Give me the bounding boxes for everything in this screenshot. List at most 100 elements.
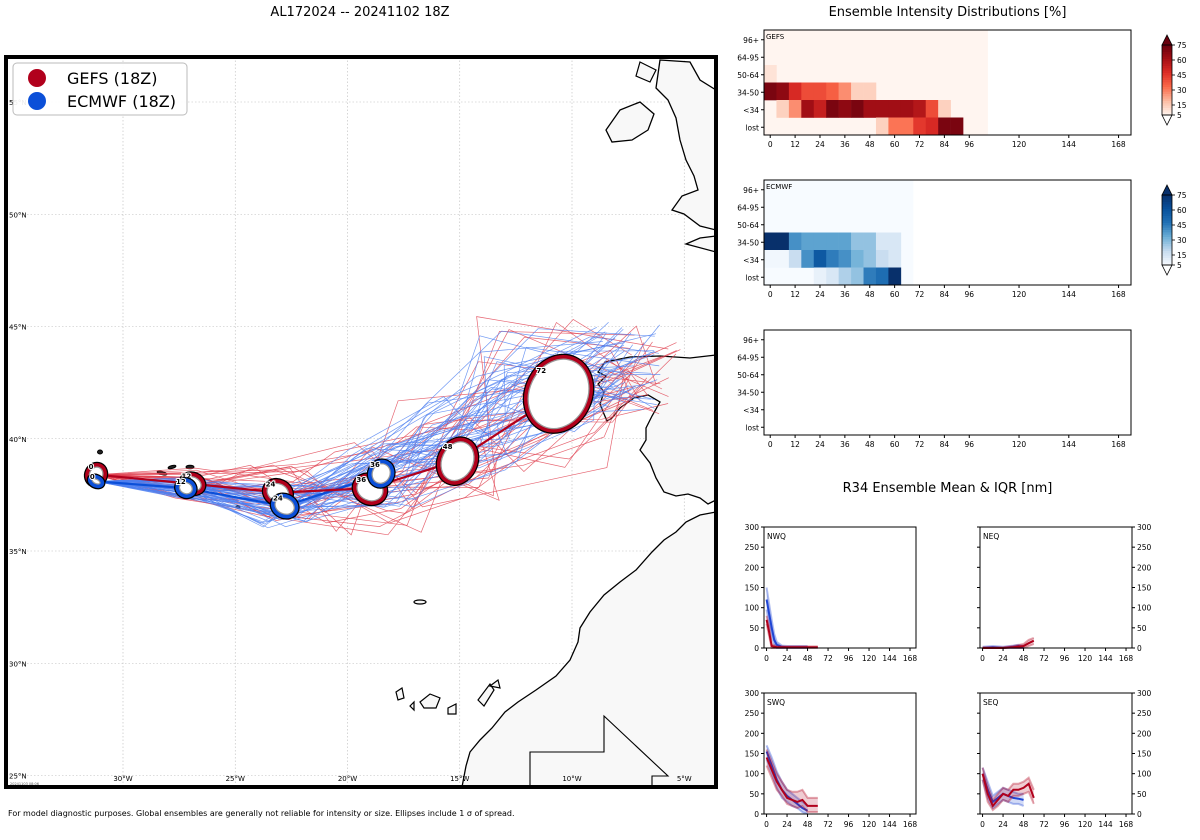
r34-ytick-label: 50 [749,790,759,799]
heatmap-cell [813,82,827,101]
colorbar-tick-label: 30 [1177,86,1187,95]
r34-xtick-label: 24 [782,820,792,829]
colorbar-tick-label: 75 [1177,191,1187,200]
r34-xtick-label: 48 [1019,654,1029,663]
heatmap-row-label: 34-50 [737,388,759,397]
heatmap-row-label: <34 [743,106,759,115]
r34-xtick-label: 72 [823,654,833,663]
heatmap-cell [838,267,852,286]
heatmap-xtick-label: 72 [915,290,925,299]
r34-ytick-label: 250 [1137,709,1152,718]
heatmap-frame [763,179,1132,286]
r34-panel-nwq: NWQ 0 50 100 150 200 250 300 0 24 48 72 96 120 144 168 [745,523,918,663]
r34-ytick-label: 150 [1137,750,1152,759]
colorbar-segment [1162,239,1172,243]
r34-ytick-label: 150 [745,584,760,593]
heatmap-row-label: 64-95 [737,53,759,62]
heatmap-cell [863,82,877,101]
r34-ytick-label: 300 [745,689,760,698]
gefs-member-track [96,329,669,510]
r34-ytick-label: 100 [745,770,760,779]
r34-ytick-label: 0 [754,644,759,653]
heatmap-cell [851,267,864,286]
heatmap-xtick-label: 144 [1062,440,1077,449]
heatmap-xtick-label: 48 [865,290,875,299]
heatmap-row-label: 96+ [743,336,759,345]
colorbar-segment [1162,223,1172,226]
heatmap-xtick-label: 96 [964,440,974,449]
r34-xtick-label: 120 [1078,654,1093,663]
colorbar-segment [1162,105,1172,109]
heatmap-cell [851,250,864,268]
colorbar-segment [1162,209,1172,212]
r34-iqr-upper [765,587,808,647]
colorbar-segment [1162,246,1172,250]
heatmap-xtick-label: 60 [890,290,900,299]
colorbar-segment [1162,68,1172,72]
r34-ytick-label: 100 [1137,604,1152,613]
heatmap-cell [875,267,889,286]
colorbar-segment [1162,70,1172,74]
map-frame [4,55,718,789]
r34-iqr-upper [981,767,1024,798]
r34-ytick-label: 250 [745,543,760,552]
heatmap-row-label: <34 [743,406,759,415]
spread-ellipses: 0 12 24 36 48 72 0 12 24 36 [83,353,595,520]
africa-landmass [461,511,716,787]
ecmwf-colorbar: 515 30 45 60 75 [1161,184,1187,276]
r34-xtick-label: 24 [998,654,1008,663]
heatmap-label: GEFS [766,33,785,41]
colorbar-segment [1162,204,1172,208]
heatmap-cell [801,100,815,118]
heatmap-cell [813,267,827,286]
heatmap-cell [776,100,790,118]
lon-label: 10°W [562,775,581,783]
r34-mean-line-gefs [981,773,1035,808]
legend-box [12,62,188,116]
legend-ecmwf-label: ECMWF (18Z) [67,92,176,111]
heatmap-cell [888,232,902,251]
ecmwf-ellipse [367,459,395,488]
r34-xtick-label: 96 [844,820,854,829]
colorbar-tick-label: 75 [1177,41,1187,50]
colorbar-segment [1162,49,1172,53]
colorbar-segment [1162,73,1172,76]
colorbar-segment [1162,103,1172,107]
r34-xtick-label: 0 [980,820,985,829]
uk-ireland-landmass [605,101,655,143]
gefs-ellipse-label: 36 [356,476,366,484]
heatmap-xtick-label: 60 [890,140,900,149]
r34-xtick-label: 168 [903,820,918,829]
heatmap-cell [764,65,777,83]
colorbar-segment [1162,216,1172,219]
gefs-member-track [95,360,663,524]
colorbar-tick-label: 45 [1177,71,1187,80]
heatmap-xtick-label: 0 [768,140,773,149]
colorbar-extend-bottom [1161,264,1173,276]
r34-ytick-label: 250 [745,709,760,718]
r34-ytick-label: 0 [754,810,759,819]
r34-xtick-label: 168 [903,654,918,663]
colorbar-segment [1162,195,1172,198]
heatmap-xtick-label: 168 [1111,140,1126,149]
heatmap-cell [863,250,877,268]
r34-plot-area [980,527,1132,648]
r34-ytick-label: 300 [745,523,760,532]
colorbar-tick-label: 60 [1177,206,1187,215]
heatmap-xtick-label: 96 [964,140,974,149]
ecmwf-ellipse [87,474,105,489]
gefs-colorbar: 515 30 45 60 75 [1161,34,1187,126]
heatmap-cell [788,100,802,118]
footer-note: For model diagnostic purposes. Global en… [8,809,515,818]
legend-gefs-label: GEFS (18Z) [67,69,157,88]
heatmap-cell [788,82,802,101]
heatmap-xtick-label: 0 [768,440,773,449]
hebrides-islands [635,61,657,83]
r34-iqr-band [766,745,808,814]
colorbar-tick-label: 45 [1177,221,1187,230]
r34-panel-title: R34 Ensemble Mean & IQR [nm] [842,481,1053,496]
heatmap-cell [788,232,802,251]
colorbar-segment [1162,112,1172,116]
r34-quadrant-label: NWQ [767,532,786,541]
